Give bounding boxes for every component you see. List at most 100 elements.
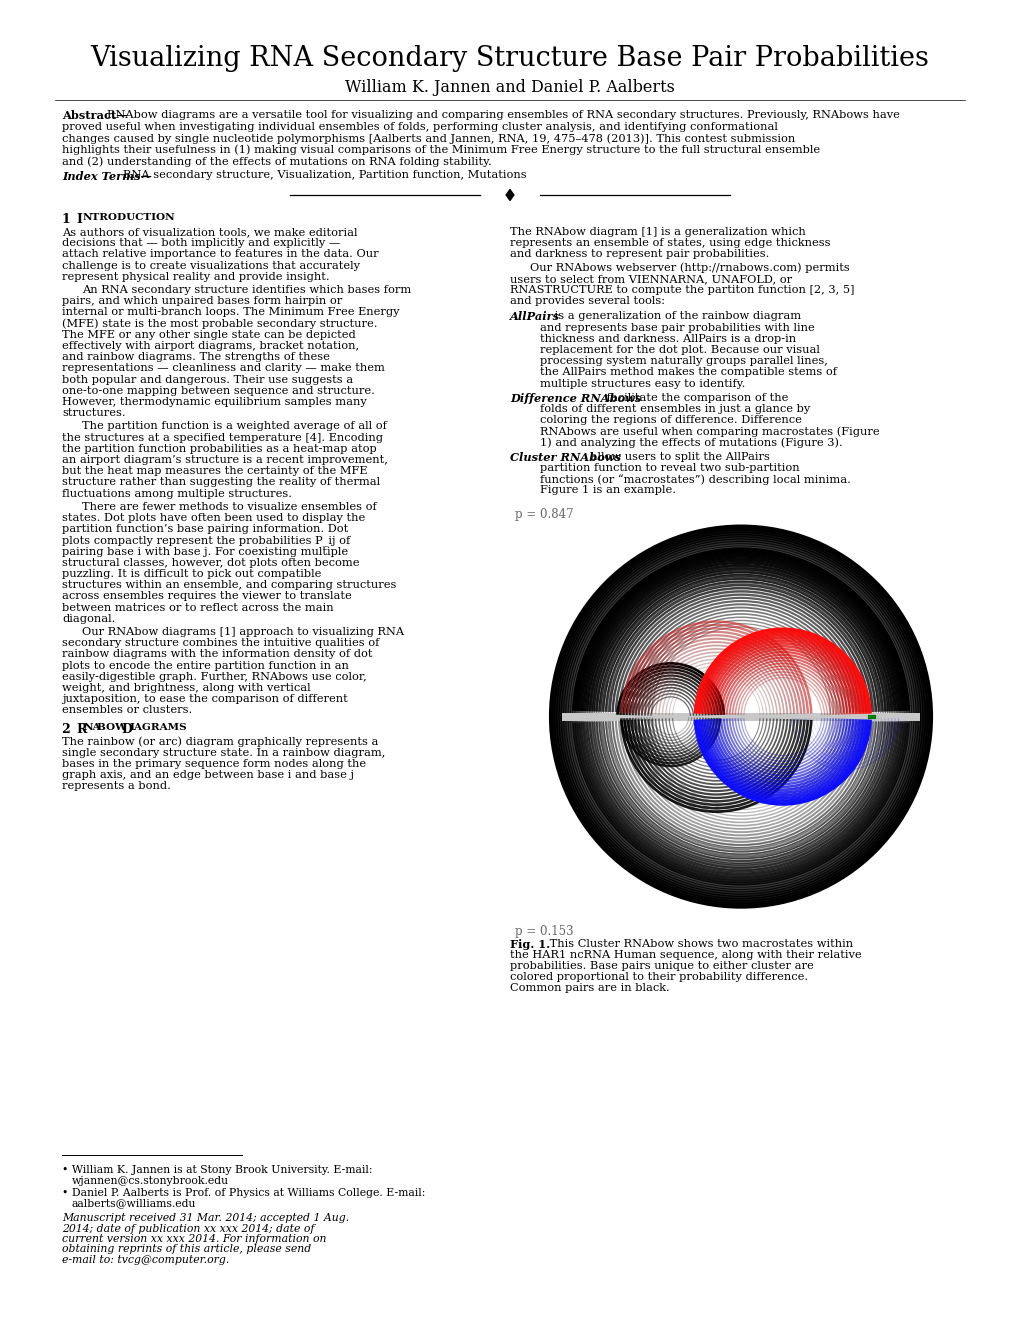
- Text: There are fewer methods to visualize ensembles of: There are fewer methods to visualize ens…: [82, 502, 376, 512]
- Text: • Daniel P. Aalberts is Prof. of Physics at Williams College. E-mail:: • Daniel P. Aalberts is Prof. of Physics…: [62, 1188, 425, 1199]
- Text: D: D: [121, 722, 131, 735]
- Text: The RNAbow diagram [1] is a generalization which: The RNAbow diagram [1] is a generalizati…: [510, 227, 805, 238]
- Text: single secondary structure state. In a rainbow diagram,: single secondary structure state. In a r…: [62, 748, 385, 758]
- Text: aalberts@williams.edu: aalberts@williams.edu: [72, 1199, 197, 1209]
- Text: easily-digestible graph. Further, RNAbows use color,: easily-digestible graph. Further, RNAbow…: [62, 672, 367, 682]
- Text: IAGRAMS: IAGRAMS: [128, 722, 186, 731]
- Text: 2: 2: [62, 722, 79, 735]
- Text: • William K. Jannen is at Stony Brook University. E-mail:: • William K. Jannen is at Stony Brook Un…: [62, 1166, 372, 1175]
- Text: RNAbow diagrams are a versatile tool for visualizing and comparing ensembles of : RNAbow diagrams are a versatile tool for…: [107, 110, 899, 120]
- Text: structure rather than suggesting the reality of thermal: structure rather than suggesting the rea…: [62, 478, 380, 487]
- Text: Difference RNAbows: Difference RNAbows: [510, 393, 641, 404]
- Text: Abstract—: Abstract—: [62, 110, 127, 121]
- Text: R: R: [76, 722, 87, 735]
- Text: weight, and brightness, along with vertical: weight, and brightness, along with verti…: [62, 682, 311, 693]
- Text: colored proportional to their probability difference.: colored proportional to their probabilit…: [510, 973, 807, 982]
- Text: effectively with airport diagrams, bracket notation,: effectively with airport diagrams, brack…: [62, 341, 359, 351]
- Text: NA: NA: [84, 722, 102, 731]
- Text: ensembles or clusters.: ensembles or clusters.: [62, 705, 192, 715]
- Text: Cluster RNAbows: Cluster RNAbows: [510, 451, 621, 463]
- Text: p = 0.153: p = 0.153: [515, 924, 573, 937]
- Text: across ensembles requires the viewer to translate: across ensembles requires the viewer to …: [62, 591, 352, 602]
- Text: The rainbow (or arc) diagram graphically represents a: The rainbow (or arc) diagram graphically…: [62, 737, 378, 747]
- Text: probabilities. Base pairs unique to either cluster are: probabilities. Base pairs unique to eith…: [510, 961, 813, 972]
- Text: I: I: [76, 213, 82, 226]
- Text: challenge is to create visualizations that accurately: challenge is to create visualizations th…: [62, 260, 360, 271]
- Text: and provides several tools:: and provides several tools:: [510, 296, 664, 306]
- Text: between matrices or to reflect across the main: between matrices or to reflect across th…: [62, 603, 333, 612]
- Text: Visualizing RNA Secondary Structure Base Pair Probabilities: Visualizing RNA Secondary Structure Base…: [91, 45, 928, 71]
- Text: AllPairs: AllPairs: [510, 312, 559, 322]
- Text: partition function’s base pairing information. Dot: partition function’s base pairing inform…: [62, 524, 347, 535]
- Text: is a generalization of the rainbow diagram: is a generalization of the rainbow diagr…: [550, 312, 801, 321]
- Text: e-mail to: tvcg@computer.org.: e-mail to: tvcg@computer.org.: [62, 1255, 229, 1265]
- Text: plots to encode the entire partition function in an: plots to encode the entire partition fun…: [62, 660, 348, 671]
- Text: Manuscript received 31 Mar. 2014; accepted 1 Aug.: Manuscript received 31 Mar. 2014; accept…: [62, 1213, 348, 1224]
- Text: but the heat map measures the certainty of the MFE: but the heat map measures the certainty …: [62, 466, 367, 477]
- Text: coloring the regions of difference. Difference: coloring the regions of difference. Diff…: [539, 416, 801, 425]
- Text: structures.: structures.: [62, 408, 125, 418]
- Text: internal or multi-branch loops. The Minimum Free Energy: internal or multi-branch loops. The Mini…: [62, 308, 399, 317]
- Text: proved useful when investigating individual ensembles of folds, performing clust: proved useful when investigating individ…: [62, 121, 777, 132]
- Text: plots compactly represent the probabilities P_ij of: plots compactly represent the probabilit…: [62, 536, 350, 546]
- Text: puzzling. It is difficult to pick out compatible: puzzling. It is difficult to pick out co…: [62, 569, 321, 579]
- Text: the AllPairs method makes the compatible stems of: the AllPairs method makes the compatible…: [539, 367, 837, 378]
- Text: the structures at a specified temperature [4]. Encoding: the structures at a specified temperatur…: [62, 433, 382, 442]
- Text: bases in the primary sequence form nodes along the: bases in the primary sequence form nodes…: [62, 759, 366, 770]
- Text: p = 0.847: p = 0.847: [515, 508, 573, 520]
- Text: folds of different ensembles in just a glance by: folds of different ensembles in just a g…: [539, 404, 809, 414]
- Text: one-to-one mapping between sequence and structure.: one-to-one mapping between sequence and …: [62, 385, 375, 396]
- Text: represent physical reality and provide insight.: represent physical reality and provide i…: [62, 272, 329, 281]
- Text: and darkness to represent pair probabilities.: and darkness to represent pair probabili…: [510, 249, 768, 260]
- Text: Our RNAbows webserver (http://rnabows.com) permits: Our RNAbows webserver (http://rnabows.co…: [530, 263, 849, 273]
- Text: secondary structure combines the intuitive qualities of: secondary structure combines the intuiti…: [62, 638, 379, 648]
- Text: decisions that — both implicitly and explicitly —: decisions that — both implicitly and exp…: [62, 238, 340, 248]
- Text: thickness and darkness. AllPairs is a drop-in: thickness and darkness. AllPairs is a dr…: [539, 334, 796, 343]
- Text: fluctuations among multiple structures.: fluctuations among multiple structures.: [62, 488, 291, 499]
- Text: Fig. 1.: Fig. 1.: [510, 939, 549, 949]
- Text: wjannen@cs.stonybrook.edu: wjannen@cs.stonybrook.edu: [72, 1176, 229, 1185]
- Text: the HAR1 ncRNA Human sequence, along with their relative: the HAR1 ncRNA Human sequence, along wit…: [510, 950, 861, 960]
- Bar: [561, 713, 919, 721]
- Text: Index Terms—: Index Terms—: [62, 170, 152, 181]
- Text: represents a bond.: represents a bond.: [62, 781, 171, 792]
- Text: This Cluster RNAbow shows two macrostates within: This Cluster RNAbow shows two macrostate…: [545, 939, 852, 949]
- Text: graph axis, and an edge between base i and base j: graph axis, and an edge between base i a…: [62, 770, 354, 780]
- Text: functions (or “macrostates”) describing local minima.: functions (or “macrostates”) describing …: [539, 474, 850, 484]
- Text: states. Dot plots have often been used to display the: states. Dot plots have often been used t…: [62, 513, 365, 523]
- Text: an airport diagram’s structure is a recent improvement,: an airport diagram’s structure is a rece…: [62, 455, 387, 465]
- Text: William K. Jannen and Daniel P. Aalberts: William K. Jannen and Daniel P. Aalberts: [344, 79, 675, 96]
- Text: However, thermodynamic equilibrium samples many: However, thermodynamic equilibrium sampl…: [62, 397, 367, 407]
- Text: structural classes, however, dot plots often become: structural classes, however, dot plots o…: [62, 558, 359, 568]
- Text: represents an ensemble of states, using edge thickness: represents an ensemble of states, using …: [510, 238, 829, 248]
- Text: pairs, and which unpaired bases form hairpin or: pairs, and which unpaired bases form hai…: [62, 296, 342, 306]
- Text: allow users to split the AllPairs: allow users to split the AllPairs: [587, 451, 769, 462]
- Text: (MFE) state is the most probable secondary structure.: (MFE) state is the most probable seconda…: [62, 318, 377, 329]
- Polygon shape: [505, 190, 514, 201]
- Text: changes caused by single nucleotide polymorphisms [Aalberts and Jannen, RNA, 19,: changes caused by single nucleotide poly…: [62, 133, 795, 144]
- Text: multiple structures easy to identify.: multiple structures easy to identify.: [539, 379, 745, 388]
- Text: highlights their usefulness in (1) making visual comparisons of the Minimum Free: highlights their usefulness in (1) makin…: [62, 144, 819, 154]
- Text: facilitate the comparison of the: facilitate the comparison of the: [602, 393, 788, 403]
- Text: structures within an ensemble, and comparing structures: structures within an ensemble, and compa…: [62, 581, 396, 590]
- Text: pairing base i with base j. For coexisting multiple: pairing base i with base j. For coexisti…: [62, 546, 347, 557]
- Text: 2014; date of publication xx xxx 2014; date of: 2014; date of publication xx xxx 2014; d…: [62, 1224, 314, 1233]
- Text: attach relative importance to features in the data. Our: attach relative importance to features i…: [62, 249, 378, 260]
- Text: processing system naturally groups parallel lines,: processing system naturally groups paral…: [539, 356, 827, 366]
- Text: RNA secondary structure, Visualization, Partition function, Mutations: RNA secondary structure, Visualization, …: [123, 170, 526, 181]
- Text: RNAbows are useful when comparing macrostates (Figure: RNAbows are useful when comparing macros…: [539, 426, 878, 437]
- Text: users to select from VIENNARNA, UNAFOLD, or: users to select from VIENNARNA, UNAFOLD,…: [510, 273, 792, 284]
- Text: 1) and analyzing the effects of mutations (Figure 3).: 1) and analyzing the effects of mutation…: [539, 438, 842, 449]
- Text: and (2) understanding of the effects of mutations on RNA folding stability.: and (2) understanding of the effects of …: [62, 156, 491, 166]
- Text: The MFE or any other single state can be depicted: The MFE or any other single state can be…: [62, 330, 356, 339]
- Text: and represents base pair probabilities with line: and represents base pair probabilities w…: [539, 322, 814, 333]
- Text: RNASTRUCTURE to compute the partiton function [2, 3, 5]: RNASTRUCTURE to compute the partiton fun…: [510, 285, 854, 294]
- Text: An RNA secondary structure identifies which bases form: An RNA secondary structure identifies wh…: [82, 285, 411, 294]
- Text: As authors of visualization tools, we make editorial: As authors of visualization tools, we ma…: [62, 227, 357, 238]
- Text: obtaining reprints of this article, please send: obtaining reprints of this article, plea…: [62, 1245, 311, 1254]
- Text: Figure 1 is an example.: Figure 1 is an example.: [539, 486, 676, 495]
- Text: rainbow diagrams with the information density of dot: rainbow diagrams with the information de…: [62, 649, 372, 660]
- Text: The partition function is a weighted average of all of: The partition function is a weighted ave…: [82, 421, 386, 432]
- Text: Our RNAbow diagrams [1] approach to visualizing RNA: Our RNAbow diagrams [1] approach to visu…: [82, 627, 404, 638]
- Text: Common pairs are in black.: Common pairs are in black.: [510, 983, 669, 994]
